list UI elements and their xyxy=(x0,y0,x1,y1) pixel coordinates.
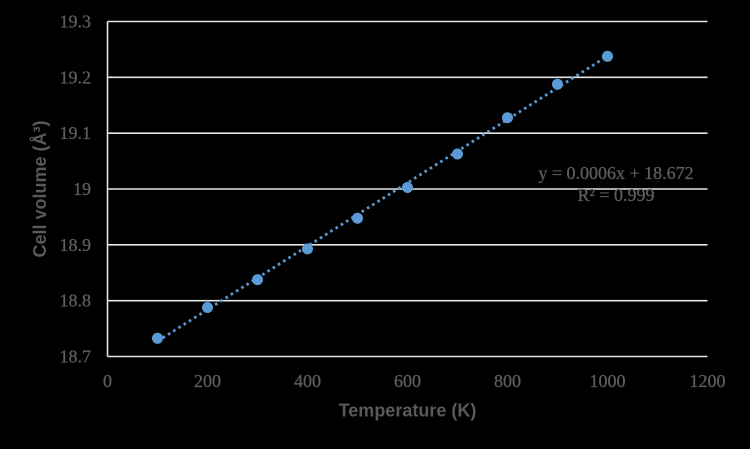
svg-text:1000: 1000 xyxy=(590,371,626,391)
svg-text:18.9: 18.9 xyxy=(60,235,92,255)
svg-text:0: 0 xyxy=(103,371,112,391)
svg-text:R² = 0.999: R² = 0.999 xyxy=(577,185,654,205)
svg-text:200: 200 xyxy=(194,371,221,391)
svg-text:19.2: 19.2 xyxy=(60,67,92,87)
svg-text:19: 19 xyxy=(73,179,91,199)
svg-text:y = 0.0006x + 18.672: y = 0.0006x + 18.672 xyxy=(538,163,693,183)
svg-text:19.1: 19.1 xyxy=(60,123,92,143)
svg-text:19.3: 19.3 xyxy=(60,12,92,32)
svg-text:400: 400 xyxy=(294,371,321,391)
svg-text:600: 600 xyxy=(394,371,421,391)
svg-text:18.7: 18.7 xyxy=(60,347,92,367)
svg-text:1200: 1200 xyxy=(690,371,726,391)
svg-text:800: 800 xyxy=(494,371,521,391)
svg-text:Cell volume (Å³): Cell volume (Å³) xyxy=(30,120,50,257)
svg-text:Temperature (K): Temperature (K) xyxy=(339,401,477,421)
svg-text:18.8: 18.8 xyxy=(60,291,92,311)
